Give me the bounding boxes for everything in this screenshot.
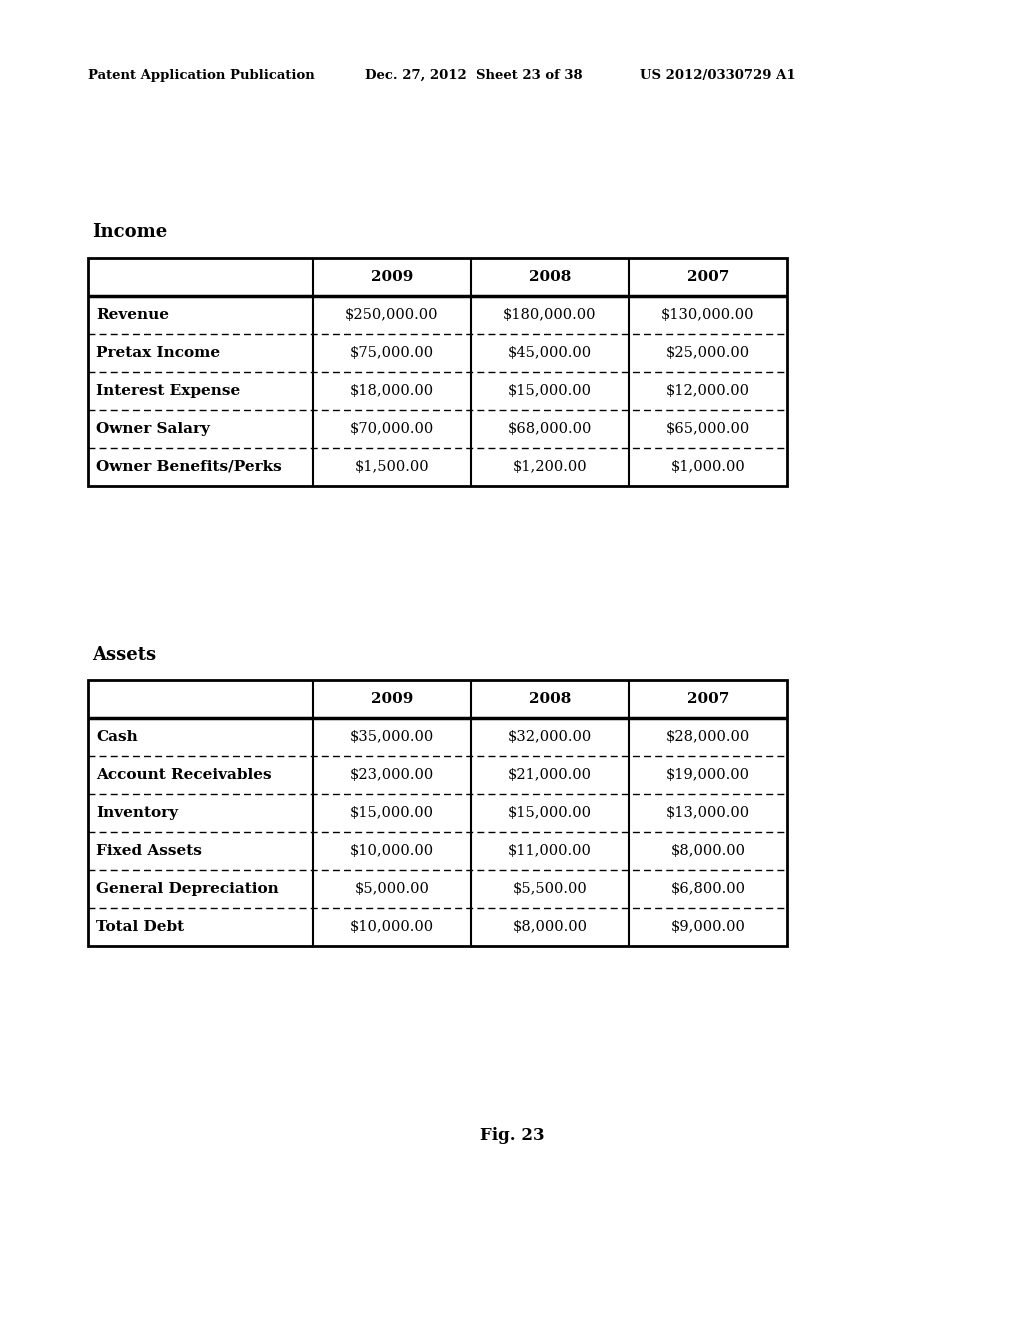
Text: $68,000.00: $68,000.00	[508, 422, 592, 436]
Text: 2008: 2008	[528, 271, 571, 284]
Text: Owner Benefits/Perks: Owner Benefits/Perks	[96, 459, 282, 474]
Text: Inventory: Inventory	[96, 807, 178, 820]
Text: 2007: 2007	[687, 692, 729, 706]
Text: $10,000.00: $10,000.00	[350, 843, 434, 858]
Text: $13,000.00: $13,000.00	[666, 807, 750, 820]
Text: $8,000.00: $8,000.00	[512, 920, 588, 935]
Text: $1,500.00: $1,500.00	[354, 459, 429, 474]
Text: $23,000.00: $23,000.00	[350, 768, 434, 781]
Text: $18,000.00: $18,000.00	[350, 384, 434, 399]
Text: $65,000.00: $65,000.00	[666, 422, 751, 436]
Text: General Depreciation: General Depreciation	[96, 882, 279, 896]
Text: Pretax Income: Pretax Income	[96, 346, 220, 360]
Text: Account Receivables: Account Receivables	[96, 768, 271, 781]
Text: Assets: Assets	[92, 645, 156, 664]
Text: $35,000.00: $35,000.00	[350, 730, 434, 744]
Text: $130,000.00: $130,000.00	[662, 308, 755, 322]
Text: Revenue: Revenue	[96, 308, 169, 322]
Text: $25,000.00: $25,000.00	[666, 346, 750, 360]
Text: 2008: 2008	[528, 692, 571, 706]
Text: Dec. 27, 2012  Sheet 23 of 38: Dec. 27, 2012 Sheet 23 of 38	[365, 69, 583, 82]
Text: $19,000.00: $19,000.00	[666, 768, 750, 781]
Text: $180,000.00: $180,000.00	[503, 308, 597, 322]
Bar	[88, 257, 787, 486]
Text: $15,000.00: $15,000.00	[508, 807, 592, 820]
Text: Patent Application Publication: Patent Application Publication	[88, 69, 314, 82]
Text: $1,000.00: $1,000.00	[671, 459, 745, 474]
Text: $15,000.00: $15,000.00	[508, 384, 592, 399]
Text: US 2012/0330729 A1: US 2012/0330729 A1	[640, 69, 796, 82]
Text: $6,800.00: $6,800.00	[671, 882, 745, 896]
Text: Fixed Assets: Fixed Assets	[96, 843, 202, 858]
Text: $8,000.00: $8,000.00	[671, 843, 745, 858]
Text: $5,000.00: $5,000.00	[354, 882, 429, 896]
Text: $12,000.00: $12,000.00	[666, 384, 750, 399]
Text: $15,000.00: $15,000.00	[350, 807, 434, 820]
Text: $70,000.00: $70,000.00	[350, 422, 434, 436]
Text: $21,000.00: $21,000.00	[508, 768, 592, 781]
Text: $11,000.00: $11,000.00	[508, 843, 592, 858]
Text: Income: Income	[92, 223, 167, 242]
Text: $32,000.00: $32,000.00	[508, 730, 592, 744]
Text: $28,000.00: $28,000.00	[666, 730, 751, 744]
Text: Owner Salary: Owner Salary	[96, 422, 210, 436]
Text: Fig. 23: Fig. 23	[479, 1126, 545, 1143]
Text: Total Debt: Total Debt	[96, 920, 184, 935]
Text: $1,200.00: $1,200.00	[513, 459, 588, 474]
Text: $250,000.00: $250,000.00	[345, 308, 438, 322]
Text: $5,500.00: $5,500.00	[513, 882, 588, 896]
Text: 2009: 2009	[371, 271, 414, 284]
Bar	[88, 680, 787, 946]
Text: Interest Expense: Interest Expense	[96, 384, 241, 399]
Text: $75,000.00: $75,000.00	[350, 346, 434, 360]
Text: Cash: Cash	[96, 730, 138, 744]
Text: 2009: 2009	[371, 692, 414, 706]
Text: 2007: 2007	[687, 271, 729, 284]
Text: $10,000.00: $10,000.00	[350, 920, 434, 935]
Text: $9,000.00: $9,000.00	[671, 920, 745, 935]
Text: $45,000.00: $45,000.00	[508, 346, 592, 360]
